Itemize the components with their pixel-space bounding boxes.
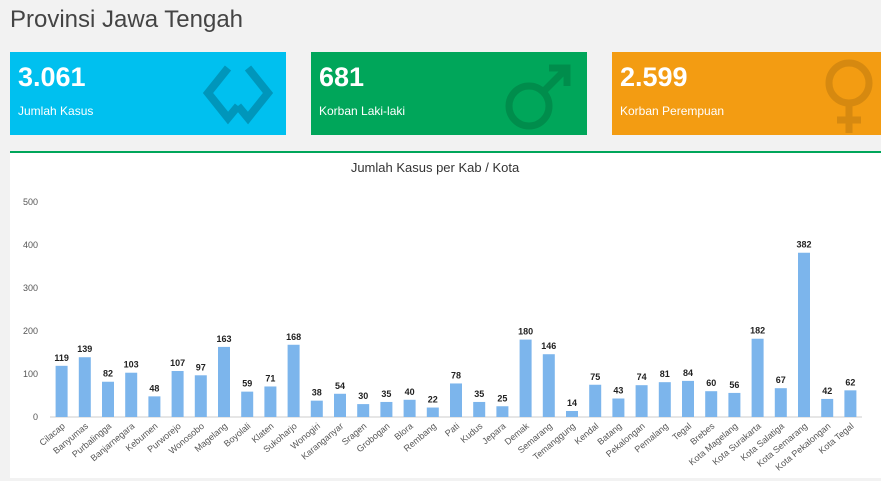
value-label: 71 [265,373,275,383]
value-label: 25 [497,393,507,403]
bar [125,372,138,417]
bar [334,393,346,417]
bar [751,338,764,417]
value-label: 182 [750,326,765,336]
card-value: 681 [319,62,365,92]
y-tick-label: 300 [23,283,38,293]
bar [194,375,207,417]
value-label: 48 [149,383,159,393]
value-label: 168 [286,332,301,342]
value-label: 40 [405,387,415,397]
bar [473,401,486,417]
bar [589,384,602,417]
value-label: 35 [474,389,484,399]
value-label: 107 [170,358,185,368]
bar [218,346,230,417]
bar [403,399,416,417]
value-label: 62 [845,377,855,387]
chart: Jumlah Kasus per Kab / Kota 0 100 200 300 40… [23,160,862,473]
card-total: 3.061 Jumlah Kasus [10,52,286,135]
bar [728,392,741,417]
value-label: 82 [103,369,113,379]
value-label: 163 [216,334,231,344]
value-label: 139 [77,344,92,354]
bar [705,391,718,417]
x-tick-label: Boyolali [222,421,253,449]
bar [241,391,254,417]
value-label: 81 [660,369,670,379]
card-label: Korban Laki-laki [319,104,406,118]
bar [380,401,393,417]
value-label: 146 [541,341,556,351]
x-tick-label: Jepara [480,421,508,446]
bar [566,410,578,417]
card-icon [825,59,873,133]
card-value: 3.061 [18,62,86,92]
card-female: 2.599 Korban Perempuan [612,52,881,135]
bar [426,407,439,417]
bar [287,344,300,417]
bar [102,381,114,417]
y-tick-label: 400 [23,240,38,250]
card-icon [202,65,274,125]
value-label: 42 [822,386,832,396]
value-label: 60 [706,378,716,388]
x-tick-label: Kendal [573,421,601,447]
bar [78,357,91,417]
value-label: 75 [590,372,600,382]
value-label: 30 [358,391,368,401]
page-title: Provinsi Jawa Tengah [10,6,244,33]
y-tick-label: 0 [33,412,38,422]
x-tick-label: Pati [443,421,461,439]
value-label: 180 [518,327,533,337]
bar [496,406,509,417]
chart-panel: Jumlah Kasus per Kab / Kota 0 100 200 300 40… [10,151,881,478]
bar [774,388,787,417]
value-label: 67 [776,375,786,385]
value-label: 56 [729,380,739,390]
value-label: 38 [312,388,322,398]
value-label: 84 [683,368,693,378]
y-tick-label: 500 [23,197,38,207]
chart-title: Jumlah Kasus per Kab / Kota [351,160,520,175]
card-male: 681 Korban Laki-laki [311,52,587,135]
bar [658,382,671,417]
value-label: 103 [124,360,139,370]
y-tick-label: 100 [23,369,38,379]
value-label: 14 [567,398,577,408]
card-value: 2.599 [620,62,688,92]
bar [357,404,370,417]
bar [542,354,555,417]
bar [264,386,277,417]
value-label: 74 [637,372,647,382]
bar [148,396,161,417]
y-tick-label: 200 [23,326,38,336]
bar [519,339,532,417]
bar [844,390,857,417]
card-label: Jumlah Kasus [18,104,94,118]
value-label: 97 [196,362,206,372]
value-label: 382 [796,240,811,250]
value-label: 78 [451,370,461,380]
bar [450,383,462,417]
card-label: Korban Perempuan [620,104,725,118]
card-icon [505,64,571,130]
bar [798,252,810,417]
value-label: 22 [428,395,438,405]
bar [310,400,323,417]
value-label: 119 [54,353,69,363]
bar [55,365,68,417]
bar [821,398,834,417]
x-tick-label: Kudus [458,421,484,445]
value-label: 35 [381,389,391,399]
value-label: 59 [242,379,252,389]
bar [612,398,625,417]
bar [171,370,184,417]
bar [682,380,694,417]
value-label: 43 [613,386,623,396]
bar [635,385,648,417]
value-label: 54 [335,381,345,391]
